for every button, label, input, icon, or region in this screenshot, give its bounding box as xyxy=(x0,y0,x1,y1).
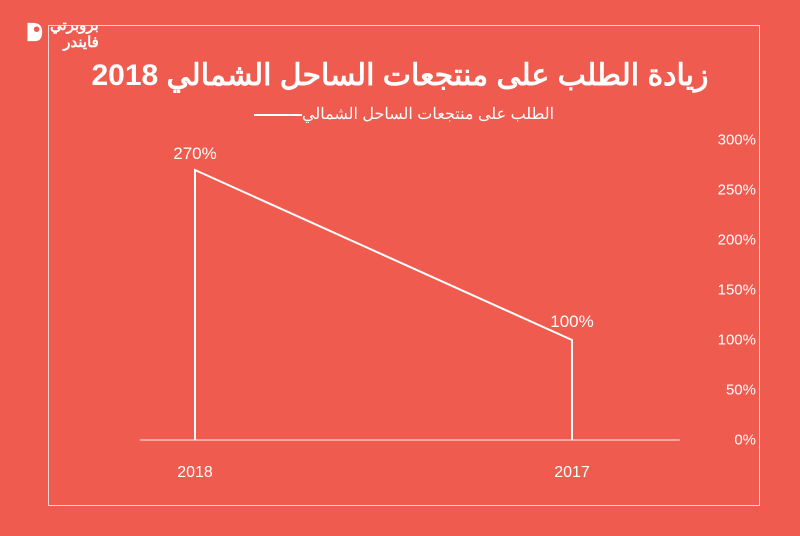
chart-title: زيادة الطلب على منتجعات الساحل الشمالي 2… xyxy=(0,58,800,93)
ytick-50: 50% xyxy=(726,382,756,399)
chart-svg xyxy=(120,140,700,480)
legend-swatch xyxy=(254,114,302,116)
data-label-2018: 270% xyxy=(173,144,216,164)
xtick-2018: 2018 xyxy=(177,464,213,482)
legend-label: الطلب على منتجعات الساحل الشمالي xyxy=(302,106,554,123)
logo-icon xyxy=(22,21,44,48)
chart-area: 0% 50% 100% 150% 200% 250% 300% 2017 201… xyxy=(120,140,700,480)
ytick-250: 250% xyxy=(718,182,756,199)
series-line xyxy=(195,170,572,440)
ytick-150: 150% xyxy=(718,282,756,299)
ytick-200: 200% xyxy=(718,232,756,249)
data-label-2017: 100% xyxy=(550,312,593,332)
ytick-0: 0% xyxy=(734,432,756,449)
chart-legend: الطلب على منتجعات الساحل الشمالي xyxy=(0,104,800,124)
xtick-2017: 2017 xyxy=(554,464,590,482)
ytick-300: 300% xyxy=(718,132,756,149)
ytick-100: 100% xyxy=(718,332,756,349)
